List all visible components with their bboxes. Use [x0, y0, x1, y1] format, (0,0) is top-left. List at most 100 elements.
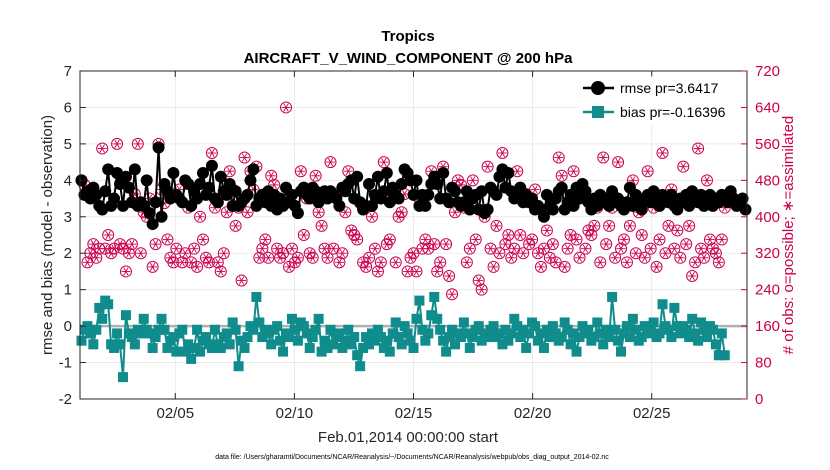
bias-point — [242, 332, 253, 343]
obs-count-marker — [434, 256, 447, 269]
y-tick-label: -2 — [59, 391, 72, 408]
obs-count-marker — [333, 256, 346, 269]
obs-count-marker — [197, 233, 210, 246]
rmse-point — [537, 210, 550, 223]
legend-rmse-marker — [591, 81, 605, 95]
bias-point — [707, 324, 718, 335]
obs-assimilated-star — [152, 239, 159, 249]
bias-point — [286, 313, 297, 324]
bias-point — [426, 310, 437, 321]
obs-assimilated-star — [298, 167, 304, 176]
rmse-point — [197, 167, 210, 180]
obs-assimilated-star — [529, 235, 535, 244]
rmse-point — [490, 188, 503, 201]
obs-possible-circle — [703, 233, 716, 246]
bias-series — [76, 291, 730, 383]
bias-point — [630, 324, 641, 335]
obs-assimilated-star — [538, 262, 544, 272]
bias-point — [159, 324, 170, 335]
obs-possible-circle — [496, 147, 509, 159]
obs-assimilated-star — [404, 267, 411, 276]
bias-point — [550, 328, 561, 339]
obs-assimilated-star — [692, 258, 698, 267]
obs-count-marker — [588, 219, 601, 232]
rmse-point — [380, 167, 393, 180]
bias-point — [639, 321, 650, 332]
obs-assimilated-star — [645, 167, 651, 176]
obs-assimilated-star — [324, 253, 331, 262]
obs-assimilated-star — [550, 239, 556, 249]
rmse-point — [152, 141, 165, 154]
bias-point — [444, 332, 455, 343]
obs-assimilated-star — [615, 157, 621, 167]
obs-assimilated-star — [612, 253, 618, 262]
bias-point — [488, 321, 499, 332]
obs-assimilated-star — [120, 244, 126, 253]
bias-point — [378, 342, 389, 353]
bias-point — [263, 328, 274, 339]
obs-assimilated-star — [241, 153, 248, 162]
bias-point — [432, 313, 443, 324]
obs-assimilated-star — [399, 208, 405, 217]
obs-possible-circle — [653, 233, 666, 246]
obs-assimilated-star — [677, 253, 683, 262]
obs-possible-circle — [709, 247, 722, 260]
obs-count-marker — [241, 206, 254, 219]
obs-assimilated-star — [606, 221, 612, 231]
obs-count-marker — [641, 165, 654, 178]
obs-assimilated-star — [114, 139, 120, 149]
bias-point — [538, 342, 549, 353]
obs-assimilated-star — [449, 290, 455, 299]
bias-point — [663, 324, 674, 335]
obs-possible-circle — [368, 242, 381, 255]
obs-count-marker — [446, 288, 459, 301]
obs-assimilated-star — [582, 244, 589, 253]
bias-point — [624, 332, 635, 343]
obs-assimilated-star — [567, 230, 574, 240]
obs-possible-circle — [668, 242, 681, 255]
bias-point — [352, 350, 363, 361]
obs-count-marker — [96, 142, 109, 155]
bias-point — [200, 332, 211, 343]
obs-possible-circle — [191, 260, 204, 273]
rmse-point — [333, 199, 346, 212]
bias-point — [411, 313, 422, 324]
obs-assimilated-star — [200, 235, 206, 244]
obs-possible-circle — [410, 265, 423, 278]
obs-possible-circle — [620, 256, 633, 269]
bias-point — [129, 339, 140, 350]
bias-point — [535, 328, 546, 339]
obs-count-marker — [469, 233, 482, 246]
obs-count-marker — [638, 251, 651, 264]
obs-count-marker — [615, 242, 628, 255]
bias-point — [417, 324, 428, 335]
obs-possible-circle — [715, 233, 728, 246]
rmse-point — [635, 203, 648, 216]
obs-assimilated-star — [499, 148, 506, 158]
obs-assimilated-star — [648, 244, 654, 253]
bias-point — [500, 324, 511, 335]
obs-assimilated-star — [493, 221, 500, 231]
obs-count-marker — [235, 274, 248, 287]
bias-point — [672, 321, 683, 332]
obs-count-marker — [546, 238, 559, 251]
obs-possible-circle — [692, 142, 705, 155]
obs-count-marker — [285, 242, 298, 255]
bias-point — [91, 324, 102, 335]
obs-possible-circle — [555, 169, 568, 182]
rmse-point — [555, 181, 568, 194]
obs-count-marker — [683, 219, 696, 232]
obs-possible-circle — [612, 156, 625, 169]
obs-count-marker — [324, 156, 337, 169]
obs-count-marker — [671, 224, 684, 237]
obs-possible-circle — [351, 233, 364, 246]
obs-assimilated-star — [591, 221, 597, 231]
obs-possible-circle — [336, 247, 349, 260]
obs-possible-circle — [214, 265, 227, 278]
obs-assimilated-star — [467, 244, 473, 253]
obs-assimilated-star — [446, 271, 452, 281]
obs-possible-circle — [588, 219, 601, 232]
y-tick-label: 4 — [64, 172, 72, 189]
obs-count-marker — [623, 219, 636, 232]
